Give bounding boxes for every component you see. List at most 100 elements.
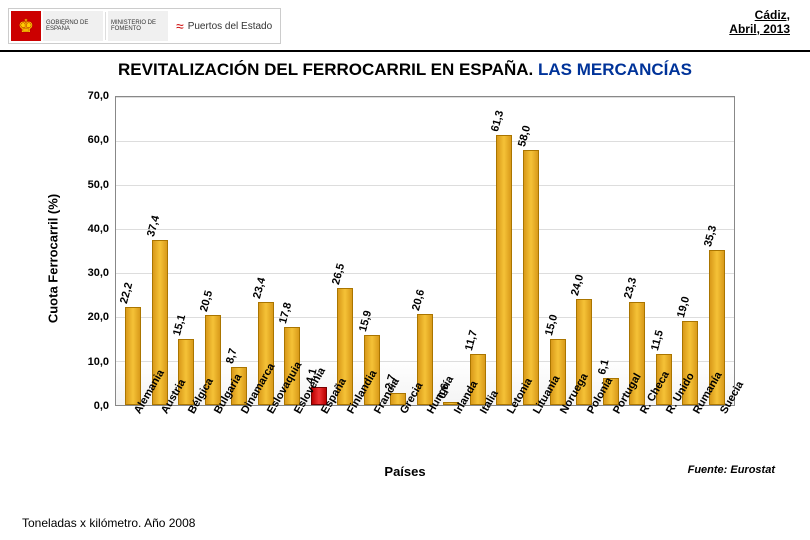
x-tick: Eslovenia (279, 408, 306, 468)
x-tick: Noruega (545, 408, 572, 468)
x-tick: Finlandia (332, 408, 359, 468)
bar-wrap: 8,7 (226, 97, 253, 405)
y-tick: 50,0 (88, 179, 109, 191)
logo-divider (105, 12, 106, 40)
bar-value-label: 20,6 (410, 289, 427, 313)
x-tick: Suecia (704, 408, 731, 468)
bar-wrap: 20,5 (200, 97, 227, 405)
puertos-logo: ≈ Puertos del Estado (170, 18, 278, 34)
y-tick: 60,0 (88, 134, 109, 146)
title-blue: LAS MERCANCÍAS (538, 60, 692, 79)
page-title: REVITALIZACIÓN DEL FERROCARRIL EN ESPAÑA… (0, 60, 810, 80)
bar-value-label: 11,7 (463, 328, 480, 351)
x-tick: Francia (358, 408, 385, 468)
bar-wrap: 20,6 (412, 97, 439, 405)
x-tick: Portugal (598, 408, 625, 468)
plot-area: 22,2 37,4 15,1 20,5 8,7 23,4 17,8 4,126,5 15,9 2,… (115, 96, 735, 406)
bar: 22,2 (125, 307, 141, 405)
date-label: Abril, 2013 (729, 22, 790, 36)
bar-wrap: 19,0 (677, 97, 704, 405)
title-black: REVITALIZACIÓN DEL FERROCARRIL EN ESPAÑA… (118, 60, 538, 79)
bar-wrap: 17,8 (279, 97, 306, 405)
bar-value-label: 15,0 (543, 313, 560, 337)
chart-source: Fuente: Eurostat (688, 464, 775, 476)
x-tick: Letonia (492, 408, 519, 468)
bar-wrap: 11,5 (650, 97, 677, 405)
x-tick: Dinamarca (225, 408, 252, 468)
bar: 58,0 (523, 150, 539, 405)
bar-wrap: 15,1 (173, 97, 200, 405)
bar-value-label: 6,1 (596, 358, 612, 376)
x-tick: Bulgaria (199, 408, 226, 468)
y-tick: 40,0 (88, 223, 109, 235)
bar-value-label: 23,4 (251, 276, 268, 300)
bar-wrap: 61,3 (491, 97, 518, 405)
y-tick: 30,0 (88, 267, 109, 279)
footnote: Toneladas x kilómetro. Año 2008 (22, 516, 195, 530)
bar-value-label: 22,2 (118, 282, 135, 306)
puertos-label: Puertos del Estado (188, 21, 273, 32)
wave-icon: ≈ (176, 18, 184, 34)
logo-bar: ♚ GOBIERNO DE ESPAÑA MINISTERIO DE FOMEN… (8, 8, 281, 44)
header-rule (0, 50, 810, 52)
bar-value-label: 19,0 (675, 296, 692, 320)
bar-value-label: 11,5 (649, 329, 666, 352)
bar-wrap: 4,1 (306, 97, 333, 405)
x-tick: Bélgica (172, 408, 199, 468)
x-tick: Irlanda (438, 408, 465, 468)
bar-wrap: 15,0 (544, 97, 571, 405)
bar-wrap: 15,9 (359, 97, 386, 405)
x-tick: Hungría (412, 408, 439, 468)
x-tick: R. Checa (625, 408, 652, 468)
city-label: Cádiz, (729, 8, 790, 22)
x-axis-label: Países (384, 464, 425, 479)
x-tick: Austria (146, 408, 173, 468)
y-tick: 20,0 (88, 311, 109, 323)
bar-wrap: 58,0 (518, 97, 545, 405)
x-tick: Rumanía (678, 408, 705, 468)
spain-shield-icon: ♚ (11, 11, 41, 41)
x-tick: Eslovaquia (252, 408, 279, 468)
bar-wrap: 6,1 (597, 97, 624, 405)
bar-value-label: 26,5 (330, 263, 347, 287)
bar-value-label: 17,8 (277, 301, 294, 325)
bar-value-label: 37,4 (145, 215, 162, 239)
bar-wrap: 23,4 (253, 97, 280, 405)
bar-value-label: 61,3 (490, 110, 507, 134)
bar-value-label: 15,9 (357, 309, 374, 333)
bar-value-label: 58,0 (516, 124, 533, 148)
bar-wrap: 26,5 (332, 97, 359, 405)
x-tick: R. Unido (651, 408, 678, 468)
x-tick: Grecia (385, 408, 412, 468)
x-tick: Polonia (571, 408, 598, 468)
bar-value-label: 15,1 (171, 313, 188, 337)
bar-group: 22,2 37,4 15,1 20,5 8,7 23,4 17,8 4,126,5 15,9 2,… (116, 97, 734, 405)
x-tick: Alemania (119, 408, 146, 468)
bar-wrap: 35,3 (703, 97, 730, 405)
x-axis: AlemaniaAustriaBélgicaBulgariaDinamarcaE… (115, 408, 735, 468)
x-tick: Italia (465, 408, 492, 468)
bar-value-label: 20,5 (198, 289, 215, 313)
x-tick: Lituania (518, 408, 545, 468)
y-tick: 10,0 (88, 356, 109, 368)
y-tick: 70,0 (88, 90, 109, 102)
bar: 61,3 (496, 135, 512, 405)
bar-wrap: 37,4 (147, 97, 174, 405)
bar-wrap: 23,3 (624, 97, 651, 405)
bar-wrap: 0,6 (438, 97, 465, 405)
y-tick: 0,0 (94, 400, 109, 412)
bar-value-label: 23,3 (622, 277, 639, 301)
bar-wrap: 22,2 (120, 97, 147, 405)
bar-wrap: 2,7 (385, 97, 412, 405)
bar-value-label: 35,3 (702, 224, 719, 248)
chart-container: Cuota Ferrocarril (%) 0,010,020,030,040,… (45, 86, 765, 486)
bar-wrap: 24,0 (571, 97, 598, 405)
gov-label-2: MINISTERIO DE FOMENTO (108, 11, 168, 41)
y-axis: 0,010,020,030,040,050,060,070,0 (45, 96, 113, 406)
location-date: Cádiz, Abril, 2013 (729, 8, 790, 36)
bar-wrap: 11,7 (465, 97, 492, 405)
bar-value-label: 24,0 (569, 274, 586, 298)
header-row: ♚ GOBIERNO DE ESPAÑA MINISTERIO DE FOMEN… (0, 0, 810, 44)
bar-value-label: 8,7 (224, 347, 240, 365)
gov-label-1: GOBIERNO DE ESPAÑA (43, 11, 103, 41)
